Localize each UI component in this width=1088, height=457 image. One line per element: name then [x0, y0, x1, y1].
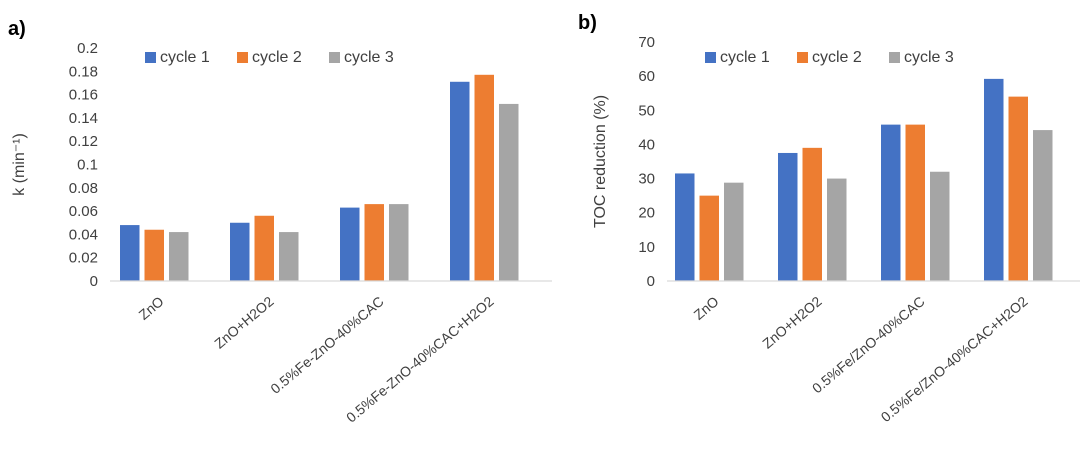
bar-cycle-1	[881, 125, 901, 281]
bar-cycle-1	[340, 208, 360, 281]
legend-label: cycle 3	[344, 49, 394, 66]
bar-cycle-1	[778, 153, 798, 281]
y-tick-label: 60	[638, 68, 655, 85]
bar-cycle-2	[365, 204, 385, 281]
y-tick-label: 0.18	[69, 63, 98, 80]
y-tick-label: 70	[638, 34, 655, 51]
y-tick-label: 0.06	[69, 203, 98, 220]
legend-swatch	[237, 52, 248, 63]
x-category-label: ZnO+H2O2	[211, 293, 277, 352]
legend-label: cycle 1	[160, 49, 210, 66]
y-axis-title: TOC reduction (%)	[592, 95, 609, 228]
y-tick-label: 0.12	[69, 133, 98, 150]
bar-cycle-2	[475, 75, 495, 281]
x-category-label: ZnO	[136, 293, 167, 323]
bar-cycle-1	[450, 82, 470, 281]
bar-cycle-1	[120, 225, 140, 281]
y-tick-label: 0	[90, 273, 98, 290]
legend-swatch	[889, 52, 900, 63]
legend-swatch	[705, 52, 716, 63]
legend-label: cycle 2	[252, 49, 302, 66]
bar-cycle-3	[724, 183, 744, 281]
bar-cycle-2	[145, 230, 165, 281]
bar-cycle-3	[930, 172, 950, 281]
y-tick-label: 30	[638, 171, 655, 188]
y-tick-label: 10	[638, 239, 655, 256]
bar-cycle-1	[230, 223, 250, 281]
bar-cycle-3	[169, 232, 189, 281]
x-category-label: ZnO+H2O2	[759, 293, 825, 352]
bar-cycle-3	[499, 104, 519, 281]
x-category-label: 0.5%Fe/ZnO-40%CAC	[809, 293, 928, 396]
y-tick-label: 0.2	[77, 40, 98, 57]
y-tick-label: 0	[647, 273, 655, 290]
y-tick-label: 0.04	[69, 226, 98, 243]
legend-label: cycle 1	[720, 49, 770, 66]
bar-cycle-2	[906, 125, 926, 281]
bar-cycle-2	[700, 196, 720, 281]
bar-cycle-2	[1009, 97, 1029, 281]
y-tick-label: 40	[638, 136, 655, 153]
bar-cycle-2	[255, 216, 275, 281]
x-category-label: 0.5%Fe-ZnO-40%CAC	[267, 293, 386, 397]
bar-cycle-1	[675, 173, 695, 281]
y-tick-label: 50	[638, 102, 655, 119]
y-tick-label: 0.1	[77, 157, 98, 174]
y-axis-title: k (min⁻¹)	[11, 133, 28, 196]
bar-cycle-3	[279, 232, 299, 281]
y-tick-label: 0.08	[69, 180, 98, 197]
bar-cycle-1	[984, 79, 1004, 281]
bar-cycle-3	[389, 204, 409, 281]
chart-b-toc-reduction: 0 10 20 30 40 50 60 70 TOC reduction (%) ZnO ZnO+H…	[560, 0, 1088, 457]
legend-swatch	[329, 52, 340, 63]
chart-a-k-rate: 0 0.02 0.04 0.06 0.08 0.1 0.12 0.14 0.16 0.18 0.2 k…	[0, 0, 560, 457]
legend: cycle 1 cycle 2 cycle 3	[145, 49, 394, 66]
y-tick-label: 0.14	[69, 110, 98, 127]
legend-label: cycle 2	[812, 49, 862, 66]
bar-cycle-2	[803, 148, 823, 281]
y-tick-label: 0.16	[69, 87, 98, 104]
legend: cycle 1 cycle 2 cycle 3	[705, 49, 954, 66]
bar-cycle-3	[1033, 130, 1053, 281]
legend-swatch	[797, 52, 808, 63]
legend-swatch	[145, 52, 156, 63]
y-tick-label: 0.02	[69, 250, 98, 267]
legend-label: cycle 3	[904, 49, 954, 66]
x-category-label: ZnO	[691, 293, 722, 323]
bar-cycle-3	[827, 179, 847, 281]
y-tick-label: 20	[638, 205, 655, 222]
